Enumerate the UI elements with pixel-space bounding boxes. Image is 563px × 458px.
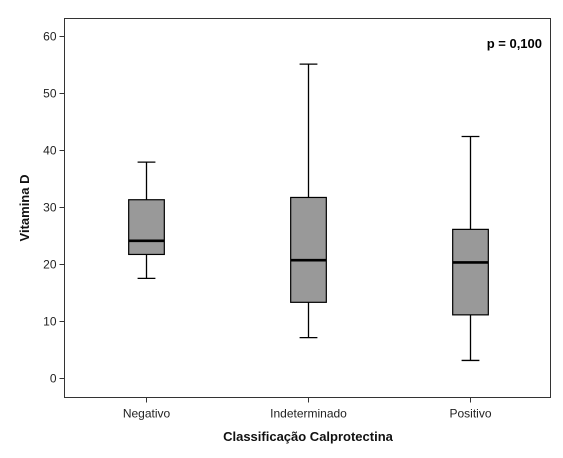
y-tick-label: 30 (43, 201, 57, 215)
box-positivo (452, 135, 489, 362)
iqr-box (290, 196, 327, 303)
y-tick-label: 40 (43, 144, 57, 158)
x-axis-title: Classificação Calprotectina (223, 429, 394, 444)
y-tick-label: 10 (43, 315, 57, 329)
iqr-box (452, 228, 489, 316)
box-indeterminado (290, 63, 327, 339)
y-axis-title: Vitamina D (17, 175, 32, 242)
x-tick-label: Positivo (449, 407, 491, 421)
x-tick-label: Negativo (123, 407, 171, 421)
y-tick-label: 0 (50, 372, 57, 386)
p-value-annotation: p = 0,100 (487, 36, 542, 51)
x-tick-label: Indeterminado (270, 407, 347, 421)
y-tick-label: 60 (43, 30, 57, 44)
boxes-layer (128, 63, 489, 362)
y-tick-label: 20 (43, 258, 57, 272)
iqr-box (128, 199, 165, 256)
box-negativo (128, 161, 165, 280)
x-axis: Negativo Indeterminado Positivo (123, 397, 492, 421)
y-tick-label: 50 (43, 87, 57, 101)
y-axis: 0 10 20 30 40 50 60 (43, 30, 65, 386)
